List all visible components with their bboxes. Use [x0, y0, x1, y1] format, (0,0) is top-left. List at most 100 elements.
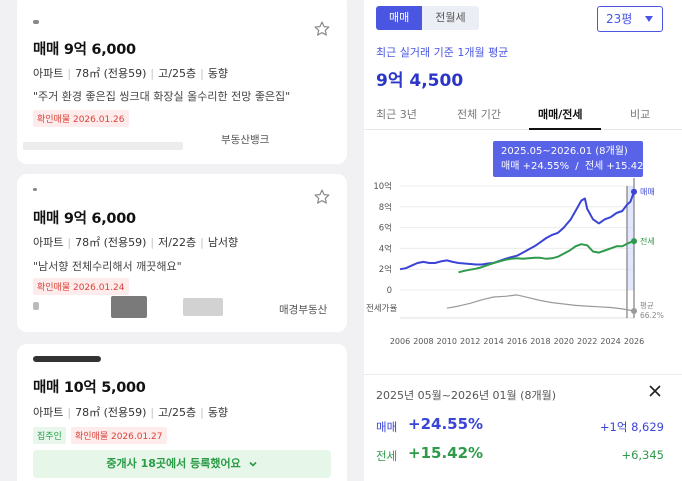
- property-type: 아파트: [33, 406, 64, 419]
- x-tick-label: 2006: [390, 337, 410, 346]
- agent-name-blurred: [33, 20, 39, 24]
- blurred-agent-info: [111, 296, 147, 318]
- star-outline-icon[interactable]: [313, 188, 331, 206]
- ratio-axis-label: 전세가율: [366, 303, 397, 314]
- tab-all-period[interactable]: 전체 기간: [457, 108, 501, 121]
- divider: [364, 374, 682, 375]
- property-floor: 저/22층: [158, 236, 197, 249]
- x-tick-label: 2008: [413, 337, 433, 346]
- series-line-0: [399, 191, 635, 271]
- summary-jeonse-pct: +15.42%: [408, 444, 484, 462]
- x-tick-label: 2026: [624, 337, 644, 346]
- agency-name: 매경부동산: [279, 304, 328, 316]
- x-tick-label: 2012: [460, 337, 480, 346]
- series-end-point: [631, 238, 637, 245]
- listing-price: 매매 9억 6,000: [33, 211, 136, 227]
- agency-name: 부동산뱅크: [221, 134, 270, 146]
- price-chart[interactable]: 10억 8억 6억 4억 2억 0 전세가율 2006 2008 2010 2012 2014 2016…: [364, 168, 682, 350]
- series-line-2: [446, 294, 635, 312]
- average-label: 최근 실거래 기준 1개월 평균: [376, 46, 509, 59]
- chart-tabs: 최근 3년 전체 기간 매매/전세 비교: [364, 100, 682, 130]
- tooltip-divider: /: [575, 161, 579, 172]
- confirmed-listing-badge: 확인매물 2026.01.26: [33, 110, 129, 127]
- summary-sale-label: 매매: [376, 420, 398, 434]
- toggle-rent[interactable]: 전월세: [422, 6, 479, 30]
- listing-panel: 매매 9억 6,000 아파트 | 78㎡ (전용59) | 고/25층 | 동향 "주거 …: [0, 0, 364, 481]
- property-type: 아파트: [33, 236, 64, 249]
- owner-badge: 집주인: [33, 427, 66, 444]
- listing-card[interactable]: 매매 9억 6,000 아파트 | 78㎡ (전용59) | 저/22층 | 남서향 "남서…: [17, 174, 347, 332]
- close-icon[interactable]: [647, 383, 663, 399]
- agency-count-button[interactable]: 중개사 18곳에서 등록했어요: [33, 450, 331, 478]
- active-tab-indicator: [529, 128, 601, 130]
- x-tick-label: 2010: [437, 337, 457, 346]
- property-area: 78㎡ (전용59): [75, 67, 147, 80]
- agent-name-blurred: [33, 188, 37, 191]
- tab-sale-jeonse[interactable]: 매매/전세: [538, 108, 583, 121]
- property-direction: 남서향: [207, 236, 239, 249]
- chart-tooltip: 2025.05~2026.01 (8개월) 매매 +24.55% / 전세 +1…: [493, 141, 653, 177]
- property-direction: 동향: [207, 67, 229, 80]
- tooltip-period: 2025.05~2026.01 (8개월): [501, 146, 628, 157]
- summary-jeonse-amount: +6,345: [621, 448, 664, 462]
- property-area: 78㎡ (전용59): [75, 236, 147, 249]
- y-tick-label: 8억: [379, 202, 392, 213]
- listing-price: 매매 10억 5,000: [33, 380, 146, 396]
- listing-description: "남서향 전체수리해서 깨끗해요": [33, 260, 182, 273]
- series-end-point: [631, 308, 637, 314]
- agent-name-blurred: [33, 356, 101, 362]
- y-tick-label: 10억: [373, 181, 392, 192]
- area-select[interactable]: 23평: [597, 6, 663, 32]
- tooltip-jeonse: 전세 +15.42%: [584, 161, 653, 172]
- x-tick-label: 2020: [554, 337, 574, 346]
- series-label: 매매: [640, 188, 655, 197]
- property-direction: 동향: [207, 406, 229, 419]
- agency-count-label: 중개사 18곳에서 등록했어요: [106, 457, 241, 470]
- blurred-agent-info: [23, 142, 183, 150]
- listing-card[interactable]: 매매 10억 5,000 아파트 | 78㎡ (전용59) | 고/25층 | 동향 집주인…: [17, 344, 347, 481]
- property-floor: 고/25층: [158, 406, 197, 419]
- summary-sale-pct: +24.55%: [408, 415, 484, 433]
- listing-description: "주거 환경 좋은집 씽크대 화장실 올수리한 전망 좋은집": [33, 90, 291, 103]
- listing-info: 아파트 | 78㎡ (전용59) | 저/22층 | 남서향: [33, 236, 239, 249]
- chevron-down-icon: [248, 461, 257, 467]
- x-tick-label: 2022: [577, 337, 597, 346]
- series-label: 전세: [640, 236, 655, 246]
- summary-jeonse-label: 전세: [376, 449, 398, 463]
- tab-recent-3y[interactable]: 최근 3년: [376, 108, 417, 121]
- y-tick-label: 6억: [379, 223, 392, 234]
- blurred-agent-info: [183, 298, 223, 316]
- series-end-point: [631, 188, 637, 195]
- tab-compare[interactable]: 비교: [630, 108, 651, 121]
- property-type: 아파트: [33, 67, 64, 80]
- blurred-agent-info: [33, 302, 39, 310]
- y-tick-label: 4억: [379, 243, 392, 254]
- average-price: 9억 4,500: [376, 71, 464, 91]
- summary-period: 2025년 05월~2026년 01월 (8개월): [376, 389, 556, 402]
- area-select-value: 23평: [606, 12, 633, 26]
- listing-info: 아파트 | 78㎡ (전용59) | 고/25층 | 동향: [33, 67, 229, 80]
- listing-card[interactable]: 매매 9억 6,000 아파트 | 78㎡ (전용59) | 고/25층 | 동향 "주거 …: [17, 0, 347, 164]
- series-line-1: [458, 240, 635, 274]
- property-area: 78㎡ (전용59): [75, 406, 147, 419]
- y-tick-label: 2억: [379, 264, 392, 275]
- star-outline-icon[interactable]: [313, 20, 331, 38]
- caret-down-icon: [645, 16, 653, 22]
- listing-info: 아파트 | 78㎡ (전용59) | 고/25층 | 동향: [33, 406, 229, 419]
- property-floor: 고/25층: [158, 67, 197, 80]
- toggle-sale[interactable]: 매매: [376, 6, 423, 30]
- series-label: 평균: [640, 300, 654, 310]
- confirmed-listing-badge: 확인매물 2026.01.27: [71, 427, 167, 444]
- x-tick-label: 2018: [530, 337, 550, 346]
- series-value-label: 66.2%: [640, 311, 664, 320]
- y-tick-label: 0: [387, 286, 392, 296]
- price-chart-panel: 매매 전월세 23평 최근 실거래 기준 1개월 평균 9억 4,500 최근 …: [364, 0, 682, 481]
- x-tick-label: 2024: [600, 337, 620, 346]
- highlight-band: [626, 186, 634, 290]
- price-chart-svg: 10억 8억 6억 4억 2억 0 전세가율 2006 2008 2010 2012 2014 2016…: [366, 168, 664, 346]
- x-tick-label: 2016: [507, 337, 527, 346]
- tooltip-sale: 매매 +24.55%: [501, 161, 570, 172]
- listing-price: 매매 9억 6,000: [33, 42, 136, 58]
- confirmed-listing-badge: 확인매물 2026.01.24: [33, 278, 129, 295]
- summary-sale-amount: +1억 8,629: [599, 420, 664, 434]
